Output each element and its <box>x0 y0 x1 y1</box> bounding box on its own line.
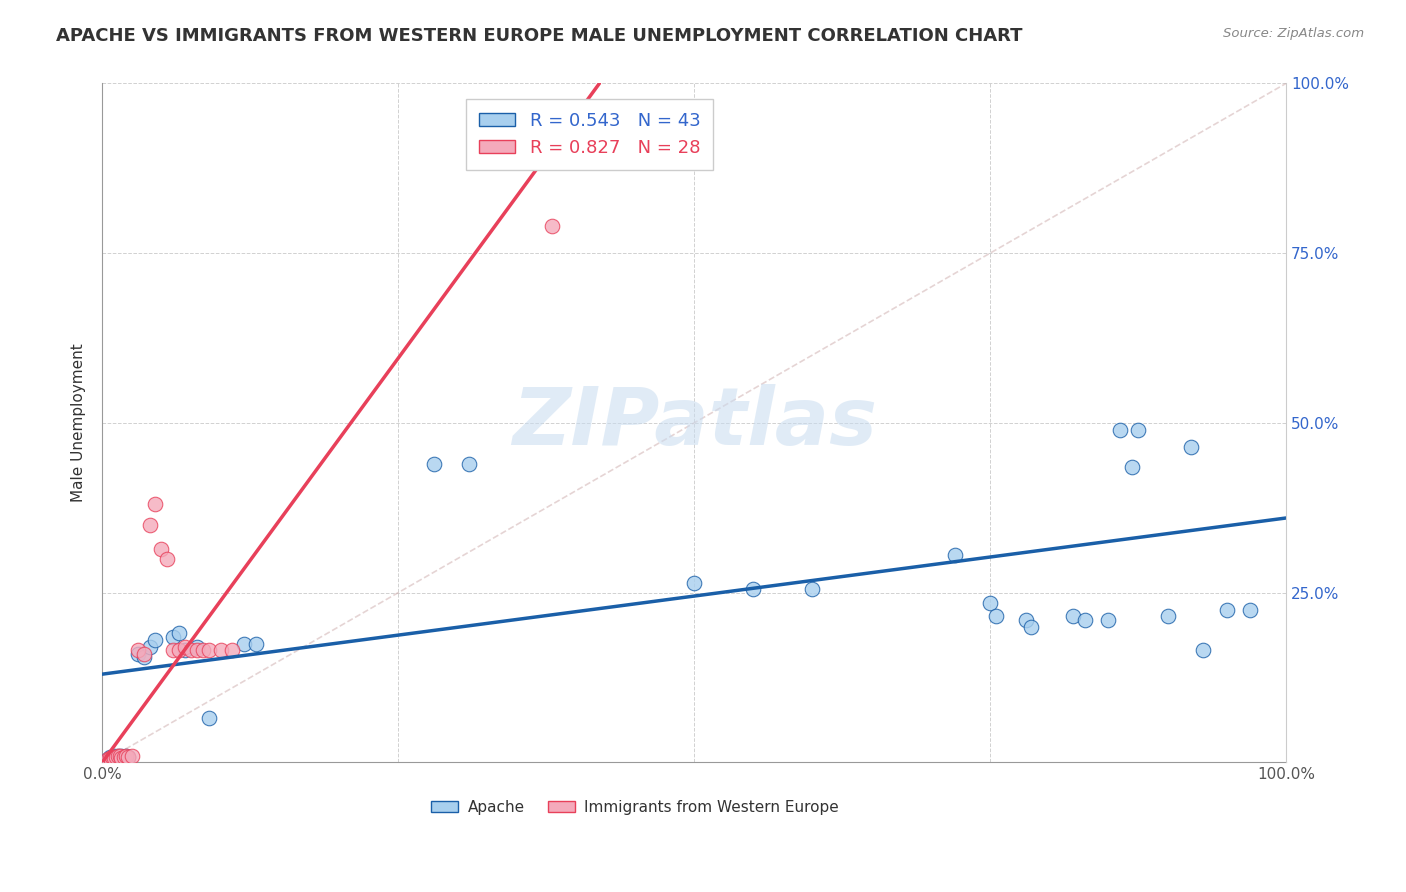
Point <box>1216 602 1239 616</box>
Point <box>209 643 232 657</box>
Point <box>1126 423 1149 437</box>
Point <box>121 748 143 763</box>
Point <box>174 640 197 654</box>
Text: Source: ZipAtlas.com: Source: ZipAtlas.com <box>1223 27 1364 40</box>
Point <box>100 750 122 764</box>
Text: APACHE VS IMMIGRANTS FROM WESTERN EUROPE MALE UNEMPLOYMENT CORRELATION CHART: APACHE VS IMMIGRANTS FROM WESTERN EUROPE… <box>56 27 1022 45</box>
Point <box>458 457 481 471</box>
Point <box>1014 613 1036 627</box>
Point <box>191 643 214 657</box>
Point <box>112 750 135 764</box>
Point <box>145 497 167 511</box>
Point <box>105 750 128 764</box>
Point <box>167 626 190 640</box>
Point <box>115 749 138 764</box>
Point <box>138 517 160 532</box>
Point <box>742 582 765 597</box>
Text: ZIPatlas: ZIPatlas <box>512 384 876 462</box>
Point <box>110 748 132 763</box>
Point <box>984 609 1007 624</box>
Point <box>979 596 1001 610</box>
Point <box>197 643 219 657</box>
Point <box>245 637 267 651</box>
Point <box>1062 609 1084 624</box>
Point <box>132 650 155 665</box>
Point <box>683 575 706 590</box>
Point <box>103 748 125 763</box>
Point <box>1097 613 1119 627</box>
Point <box>186 643 208 657</box>
Y-axis label: Male Unemployment: Male Unemployment <box>72 343 86 502</box>
Point <box>167 643 190 657</box>
Point <box>180 643 202 657</box>
Point <box>197 711 219 725</box>
Point <box>162 630 184 644</box>
Point <box>1109 423 1132 437</box>
Point <box>186 640 208 654</box>
Point <box>1121 460 1143 475</box>
Point <box>150 541 173 556</box>
Point <box>108 750 131 764</box>
Point <box>1239 602 1261 616</box>
Point <box>541 219 564 233</box>
Point <box>1156 609 1178 624</box>
Point <box>127 647 149 661</box>
Point <box>1073 613 1095 627</box>
Point <box>97 752 120 766</box>
Point <box>801 582 824 597</box>
Point <box>174 643 197 657</box>
Point <box>233 637 256 651</box>
Point <box>162 643 184 657</box>
Point <box>107 749 129 764</box>
Point <box>156 551 179 566</box>
Point <box>100 750 122 764</box>
Point <box>107 749 129 764</box>
Point <box>110 750 132 764</box>
Point <box>100 751 122 765</box>
Point <box>1192 643 1215 657</box>
Point <box>117 750 139 764</box>
Point <box>103 750 125 764</box>
Point <box>97 752 120 766</box>
Point <box>943 549 966 563</box>
Point <box>422 457 444 471</box>
Point <box>127 643 149 657</box>
Point <box>112 750 135 764</box>
Point <box>221 643 243 657</box>
Point <box>145 633 167 648</box>
Point <box>117 750 139 764</box>
Point <box>108 748 131 763</box>
Point <box>1180 440 1202 454</box>
Point <box>132 647 155 661</box>
Point <box>105 750 128 764</box>
Point <box>115 749 138 764</box>
Legend: Apache, Immigrants from Western Europe: Apache, Immigrants from Western Europe <box>423 792 846 822</box>
Point <box>1021 620 1043 634</box>
Point <box>138 640 160 654</box>
Point <box>101 751 124 765</box>
